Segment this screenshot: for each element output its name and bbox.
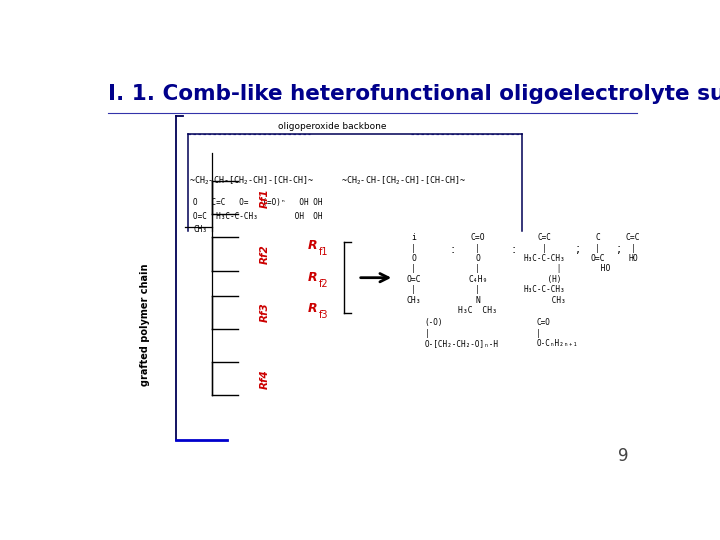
Text: ;: ; [576,244,580,256]
Text: 9: 9 [618,447,629,465]
Text: C
|
O=C
   HO: C | O=C HO [585,233,610,273]
Text: Rf3: Rf3 [260,302,270,322]
Text: grafted polymer chain: grafted polymer chain [140,264,150,386]
Text: :: : [451,244,455,256]
Text: (-O)
|
O-[CH₂-CH₂-O]ₙ-H: (-O) | O-[CH₂-CH₂-O]ₙ-H [425,319,499,348]
Text: Rf2: Rf2 [260,244,270,264]
Text: oligoperoxide backbone: oligoperoxide backbone [279,122,387,131]
Text: R: R [307,239,318,252]
Text: I. 1. Comb-like heterofunctional oligoelectrolyte surfactants: I. 1. Comb-like heterofunctional oligoel… [109,84,720,104]
Text: f2: f2 [319,279,328,289]
Text: ~$\mathdefault{CH_2}$-CH-[$\mathdefault{CH_2}$-CH]-[CH-CH]~: ~$\mathdefault{CH_2}$-CH-[$\mathdefault{… [189,175,315,187]
Text: C=C
|
H₃C-C-CH₃
      |
    (H)
H₃C-C-CH₃
      CH₃: C=C | H₃C-C-CH₃ | (H) H₃C-C-CH₃ CH₃ [524,233,566,305]
Text: ~$\mathdefault{CH_2}$-CH-[$\mathdefault{CH_2}$-CH]-[CH-CH]~: ~$\mathdefault{CH_2}$-CH-[$\mathdefault{… [341,175,467,187]
Text: i
|
O
|
O=C
|
CH₃: i | O | O=C | CH₃ [406,233,421,305]
Text: f1: f1 [319,247,328,257]
Text: C=O
|
O-CₙH₂ₙ₊₁: C=O | O-CₙH₂ₙ₊₁ [536,319,578,348]
Text: O   C=C   O=   (=O)ⁿ   OH OH: O C=C O= (=O)ⁿ OH OH [193,198,323,206]
Text: f3: f3 [319,310,328,320]
Text: :: : [512,244,516,256]
Text: O=C  H₃C-C-CH₃        OH  OH: O=C H₃C-C-CH₃ OH OH [193,212,323,221]
Text: Rf4: Rf4 [260,369,270,389]
Text: C=C
|
HO: C=C | HO [626,233,640,263]
Text: C=O
|
O
|
C₄H₉
|
N
H₃C  CH₃: C=O | O | C₄H₉ | N H₃C CH₃ [459,233,498,315]
Text: R: R [307,271,318,284]
Text: Rf1: Rf1 [260,188,270,208]
Text: R: R [307,302,318,315]
Text: CH₃: CH₃ [193,225,207,233]
Text: ;: ; [617,244,621,256]
